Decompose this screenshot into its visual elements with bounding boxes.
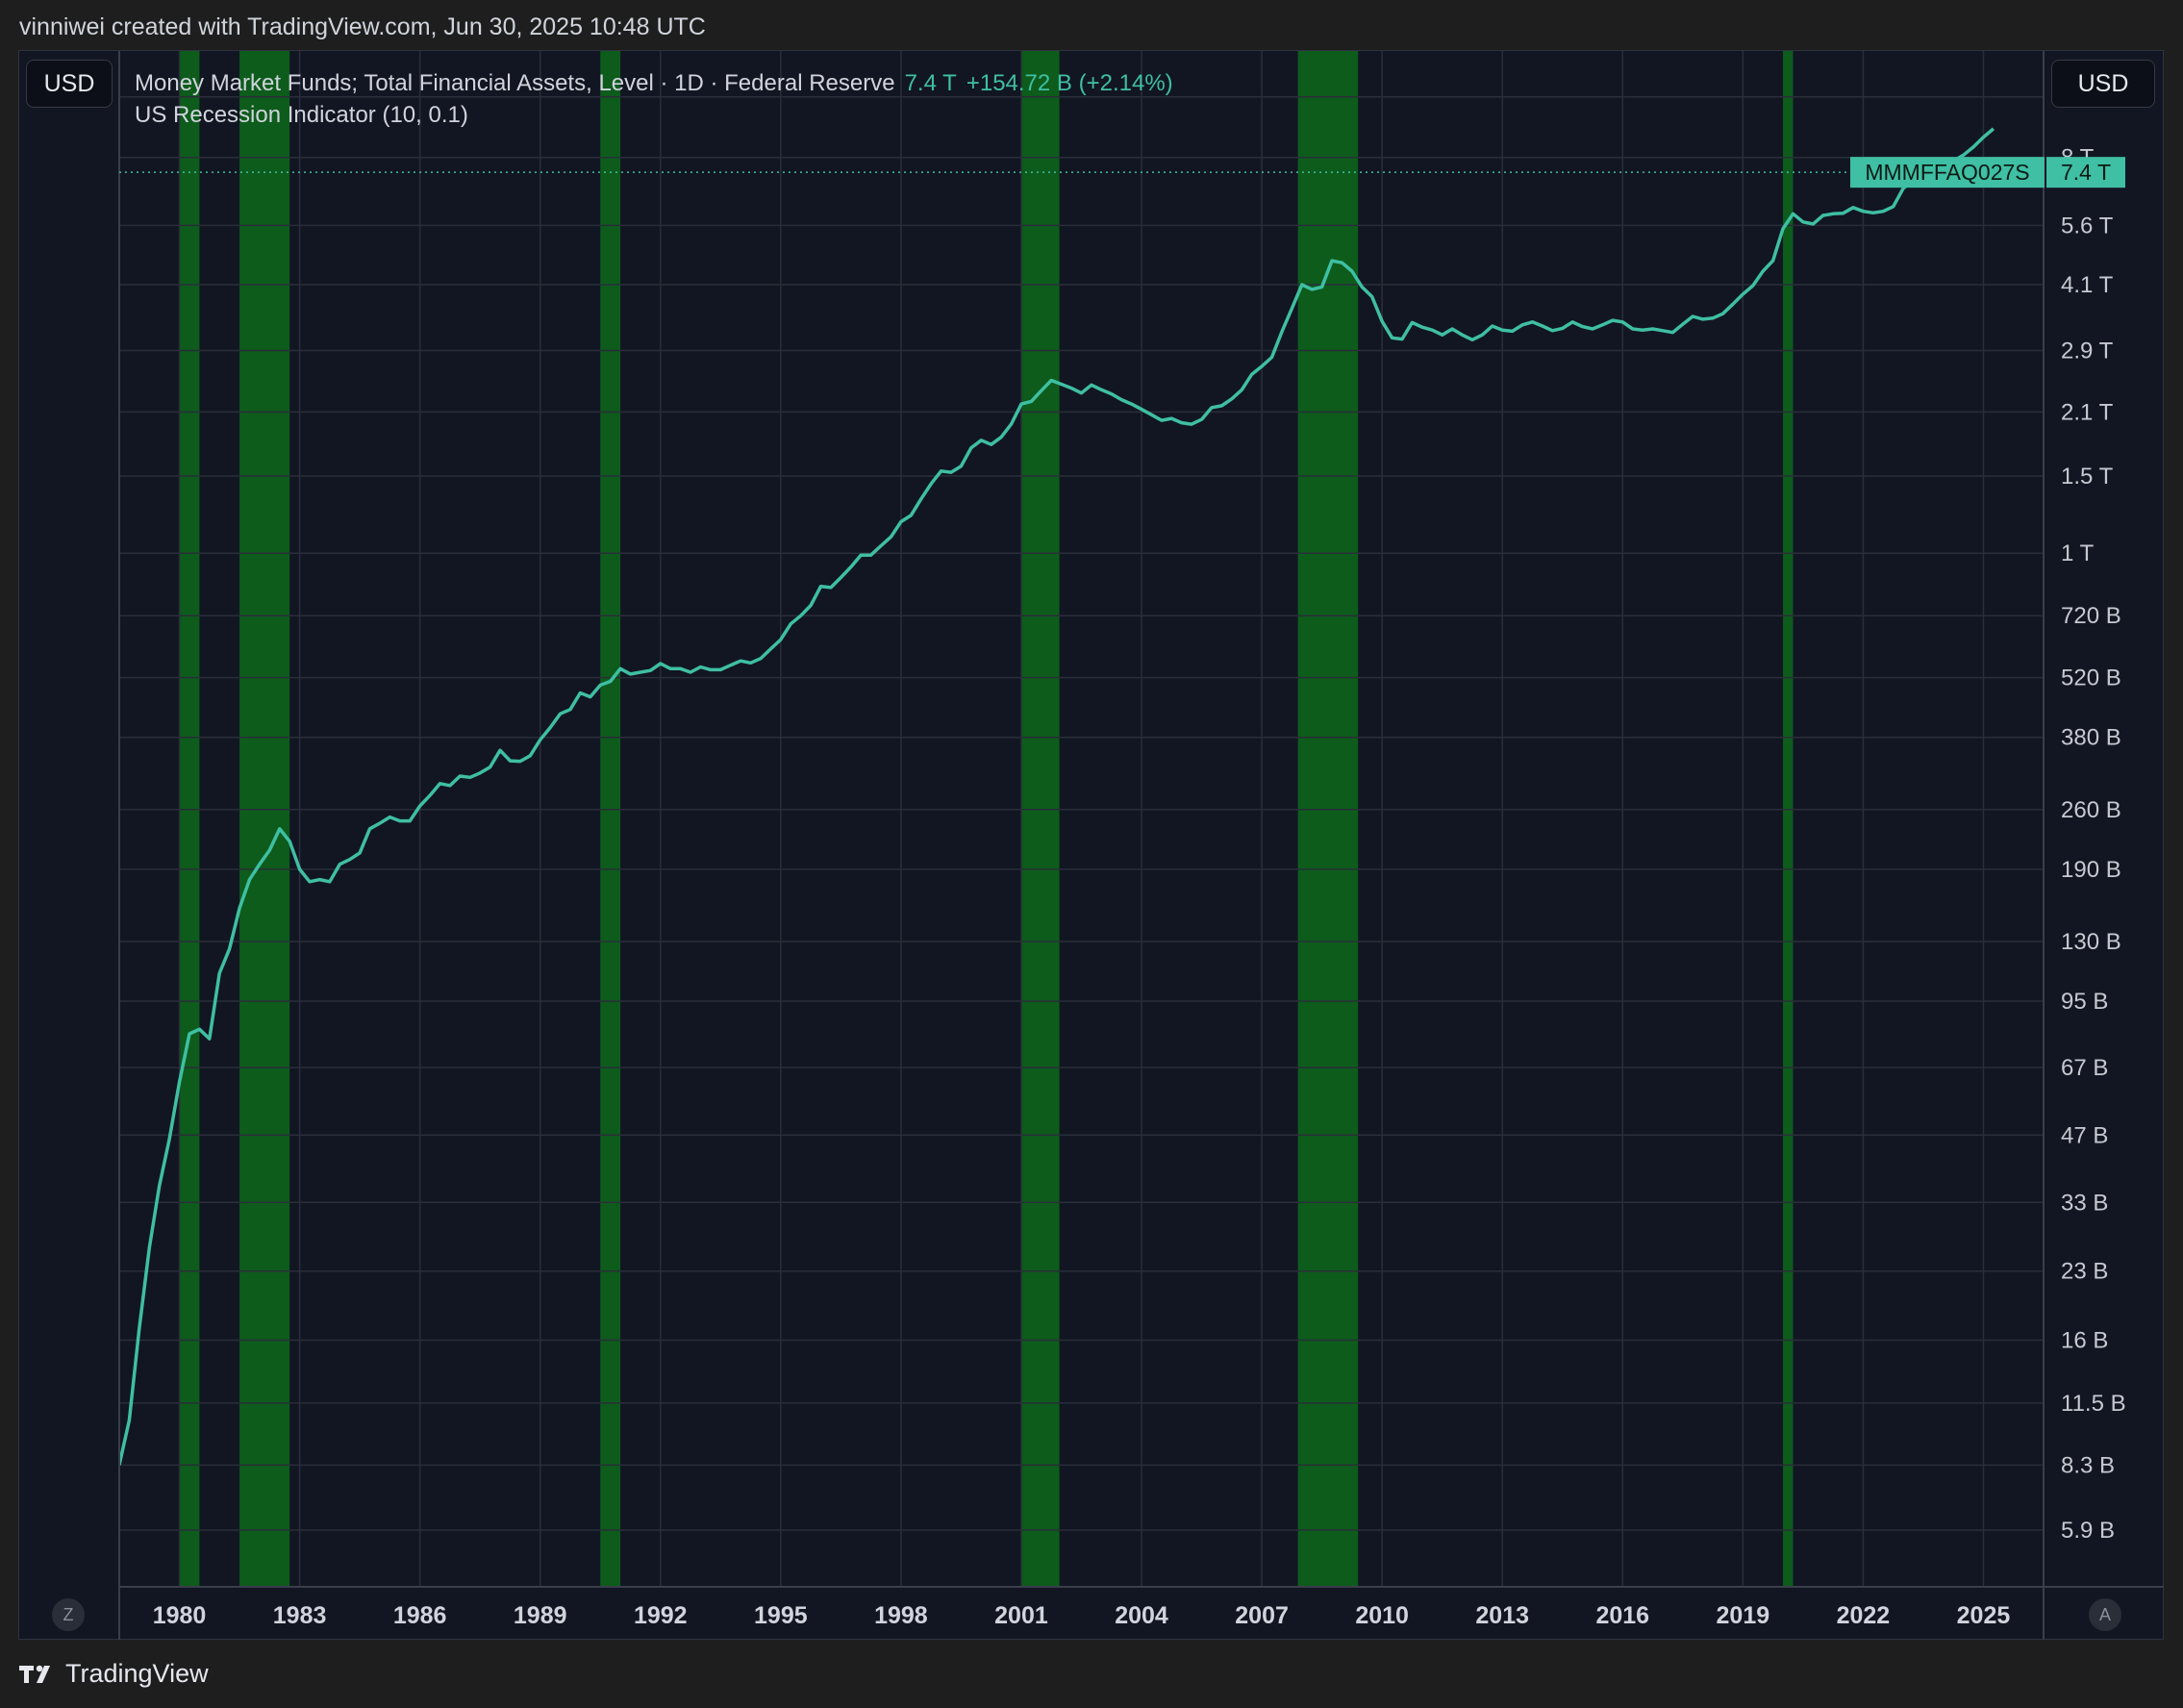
y-tick-label: 190 B — [2061, 857, 2121, 883]
auto-scale-button[interactable]: A — [2089, 1598, 2121, 1631]
x-tick-label: 2022 — [1837, 1602, 1891, 1629]
y-tick-label: 23 B — [2061, 1259, 2108, 1285]
series-layer — [119, 127, 1995, 1466]
indicator-title: US Recession Indicator (10, 0.1) — [135, 102, 468, 128]
x-tick-label: 1995 — [754, 1602, 808, 1629]
x-tick-label: 1992 — [634, 1602, 688, 1629]
x-tick-label: 1998 — [874, 1602, 928, 1629]
series-title: Money Market Funds; Total Financial Asse… — [135, 70, 895, 96]
y-tick-label: 47 B — [2061, 1122, 2108, 1148]
x-tick-label: 2019 — [1717, 1602, 1770, 1629]
grid-lines — [119, 51, 2044, 1586]
tradingview-logo[interactable]: TradingView — [19, 1659, 209, 1689]
x-tick-label: 1980 — [153, 1602, 207, 1629]
y-tick-label: 8.3 B — [2061, 1452, 2115, 1478]
y-tick-label: 1.5 T — [2061, 464, 2114, 490]
y-tick-label: 67 B — [2061, 1055, 2108, 1081]
price-tag-symbol: MMMFFAQ027S — [1865, 160, 2029, 185]
attribution-text: vinniwei created with TradingView.com, J… — [19, 13, 706, 40]
legend-indicator-row[interactable]: US Recession Indicator (10, 0.1) — [135, 99, 1173, 131]
price-tag-value: 7.4 T — [2061, 160, 2111, 185]
recession-band — [179, 51, 200, 1586]
chart-legend: Money Market Funds; Total Financial Asse… — [135, 67, 1173, 131]
x-tick-label: 2013 — [1475, 1602, 1529, 1629]
y-tick-label: 520 B — [2061, 666, 2121, 691]
time-axis[interactable]: 1980 1983 1986 1989 1992 1995 1998 2001 2004 2007… — [153, 1602, 2011, 1629]
y-tick-label: 2.1 T — [2061, 399, 2114, 425]
y-tick-label: 260 B — [2061, 797, 2121, 823]
tradingview-logo-icon — [19, 1665, 50, 1683]
series-change: +154.72 B (+2.14%) — [966, 70, 1173, 96]
chart-frame — [18, 50, 2164, 1640]
y-tick-label: 5.6 T — [2061, 213, 2114, 239]
y-tick-label: 380 B — [2061, 725, 2121, 751]
y-tick-label: 130 B — [2061, 929, 2121, 955]
y-tick-label: 5.9 B — [2061, 1518, 2115, 1544]
currency-button-left[interactable]: USD — [26, 60, 113, 108]
y-tick-label: 33 B — [2061, 1190, 2108, 1216]
currency-button-right[interactable]: USD — [2051, 60, 2155, 108]
series-line[interactable] — [119, 127, 1995, 1466]
x-tick-label: 2004 — [1115, 1602, 1168, 1629]
series-last-value: 7.4 T — [904, 70, 957, 96]
tradingview-brand: TradingView — [65, 1659, 209, 1688]
y-tick-label: 2.9 T — [2061, 339, 2114, 364]
y-tick-label: 11.5 B — [2061, 1391, 2126, 1417]
recession-band — [1297, 51, 1359, 1586]
legend-series-row[interactable]: Money Market Funds; Total Financial Asse… — [135, 67, 1173, 99]
x-tick-label: 2007 — [1235, 1602, 1289, 1629]
recession-band — [1783, 51, 1794, 1586]
x-tick-label: 2025 — [1957, 1602, 2011, 1629]
x-tick-label: 1986 — [393, 1602, 447, 1629]
price-tag: MMMFFAQ027S 7.4 T — [1850, 157, 2125, 188]
recession-band — [239, 51, 290, 1586]
x-tick-label: 1983 — [273, 1602, 327, 1629]
y-tick-label: 720 B — [2061, 603, 2121, 629]
zoom-button[interactable]: Z — [52, 1598, 85, 1631]
recession-band — [600, 51, 621, 1586]
recession-band — [1020, 51, 1060, 1586]
x-tick-label: 1989 — [514, 1602, 567, 1629]
recession-bands — [179, 51, 1794, 1586]
y-tick-label: 95 B — [2061, 989, 2108, 1015]
y-tick-label: 4.1 T — [2061, 272, 2114, 298]
x-tick-label: 2001 — [994, 1602, 1048, 1629]
x-tick-label: 2016 — [1595, 1602, 1649, 1629]
y-tick-label: 1 T — [2061, 540, 2095, 566]
x-tick-label: 2010 — [1355, 1602, 1409, 1629]
y-tick-label: 16 B — [2061, 1328, 2108, 1354]
